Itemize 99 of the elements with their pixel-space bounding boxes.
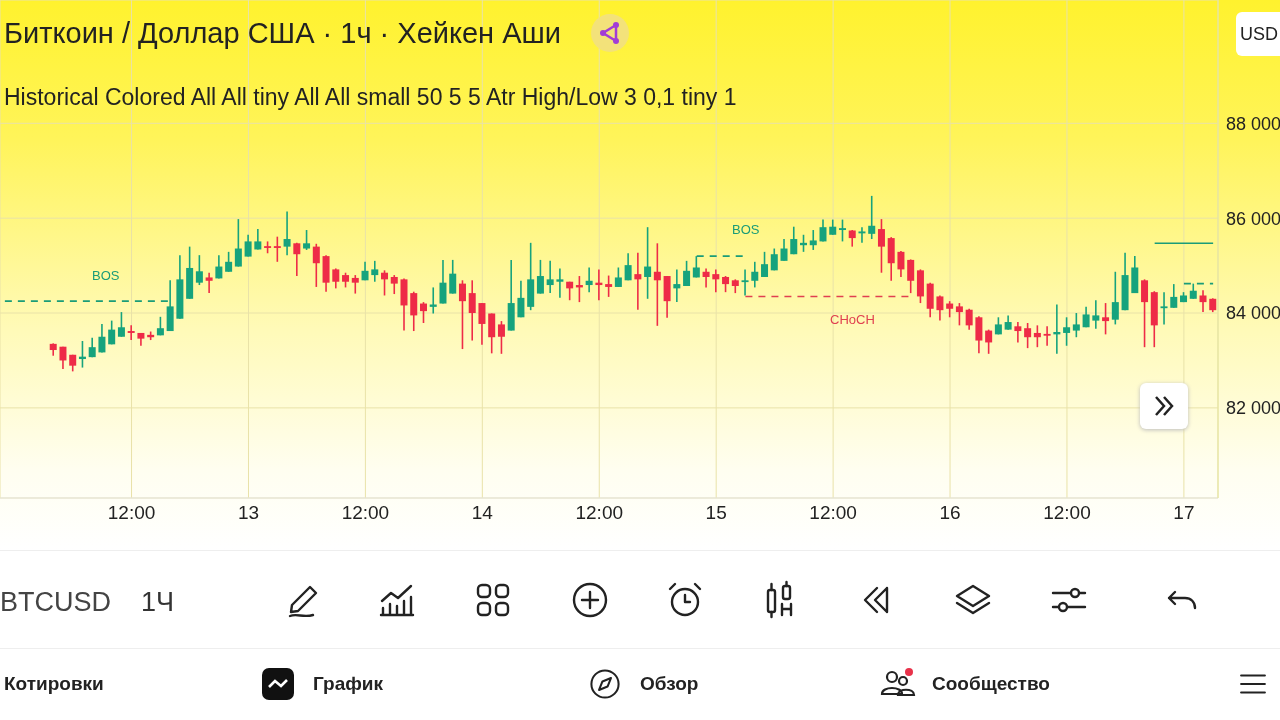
candlestick (410, 290, 418, 332)
candlestick (195, 254, 203, 286)
candlestick (244, 233, 252, 258)
candlestick (907, 258, 915, 294)
text: Котировки (4, 673, 104, 695)
x-tick-label: 12:00 (341, 502, 390, 524)
annotation: BOS (732, 222, 760, 237)
candlestick (351, 274, 359, 295)
candlestick (458, 279, 466, 350)
candlestick (741, 268, 749, 297)
candlestick (790, 225, 798, 256)
candlestick (517, 279, 525, 319)
candlestick (1160, 291, 1168, 326)
candlestick (936, 294, 944, 322)
x-tick-label: 17 (1173, 502, 1195, 524)
candlestick (712, 268, 720, 293)
candlestick (556, 267, 564, 299)
candlestick (205, 271, 213, 294)
candlestick (1102, 302, 1110, 336)
candlestick (312, 242, 320, 288)
candlestick (283, 210, 291, 256)
candlestick (673, 268, 681, 303)
candlestick (780, 238, 788, 262)
text: Historical Colored All All tiny All All small 50 5 5 Atr High/Low 3 0,1 tiny 1 (4, 84, 737, 111)
candlestick (303, 229, 311, 251)
x-tick-label: 12:00 (1043, 502, 1091, 524)
y-tick-label: 88 000 (1226, 113, 1280, 134)
text: Обзор (640, 673, 699, 695)
candlestick (117, 311, 125, 338)
y-tick-label: 82 000 (1226, 398, 1280, 419)
candlestick (858, 226, 866, 244)
candlestick (634, 251, 642, 311)
candlestick (1170, 283, 1178, 309)
annotation: CHoCH (830, 312, 875, 327)
candlestick (965, 307, 973, 331)
candlestick (605, 274, 613, 298)
candlestick (761, 251, 769, 278)
candlestick (1072, 312, 1080, 339)
text: Биткоин / Доллар США · 1ч · Хейкен Аши (4, 16, 561, 50)
x-tick-label: 12:00 (107, 502, 156, 524)
text: BTCUSD (0, 587, 112, 618)
candlestick (1014, 321, 1022, 344)
candlestick (273, 235, 281, 263)
candlestick (1111, 270, 1119, 326)
text: График (313, 673, 384, 695)
candlestick (293, 242, 301, 277)
candlestick (381, 269, 389, 297)
candlestick (497, 320, 505, 355)
x-tick-label: 12:00 (575, 502, 624, 524)
text: USD (1240, 24, 1279, 45)
candlestick (624, 252, 632, 282)
candlestick (225, 251, 233, 273)
candlestick (1092, 299, 1100, 330)
candlestick (702, 267, 710, 289)
candlestick (439, 259, 447, 305)
x-tick-label: 16 (939, 502, 961, 524)
candlestick (751, 261, 759, 289)
candlestick (838, 218, 846, 243)
candlestick (644, 226, 652, 300)
candlestick (614, 266, 622, 288)
candlestick (1063, 316, 1071, 347)
candlestick (1043, 325, 1051, 347)
candlestick (1141, 278, 1149, 348)
candlestick (98, 323, 106, 354)
candlestick (478, 302, 486, 346)
candlestick (536, 259, 544, 295)
y-tick-label: 84 000 (1226, 303, 1280, 324)
candlestick (390, 274, 398, 295)
x-tick-label: 15 (705, 502, 727, 524)
candlestick (127, 324, 135, 341)
candlestick (332, 267, 340, 290)
candlestick (809, 229, 817, 251)
candlestick (975, 315, 983, 355)
candlestick (955, 302, 963, 327)
candlestick (234, 218, 242, 268)
candlestick (868, 195, 876, 240)
y-tick-label: 86 000 (1226, 208, 1280, 229)
candlestick (1033, 324, 1041, 348)
text: Сообщество (932, 673, 1050, 695)
candlestick (985, 328, 993, 355)
candlestick (488, 312, 496, 355)
candlestick (585, 266, 593, 293)
text: 1Ч (141, 587, 175, 618)
candlestick (683, 260, 691, 287)
candlestick (1024, 322, 1032, 349)
candlestick (468, 279, 476, 342)
x-tick-label: 12:00 (809, 502, 857, 524)
x-tick-label: 13 (237, 502, 260, 524)
candlestick (371, 260, 379, 283)
candlestick (877, 218, 885, 274)
candlestick (897, 250, 905, 278)
candlestick (653, 242, 661, 327)
candlestick (1199, 289, 1207, 313)
candlestick (546, 260, 554, 294)
candlestick (449, 259, 457, 295)
candlestick (419, 301, 427, 324)
candlestick (429, 286, 437, 315)
annotation: BOS (92, 268, 120, 283)
x-tick-label: 14 (471, 502, 494, 524)
